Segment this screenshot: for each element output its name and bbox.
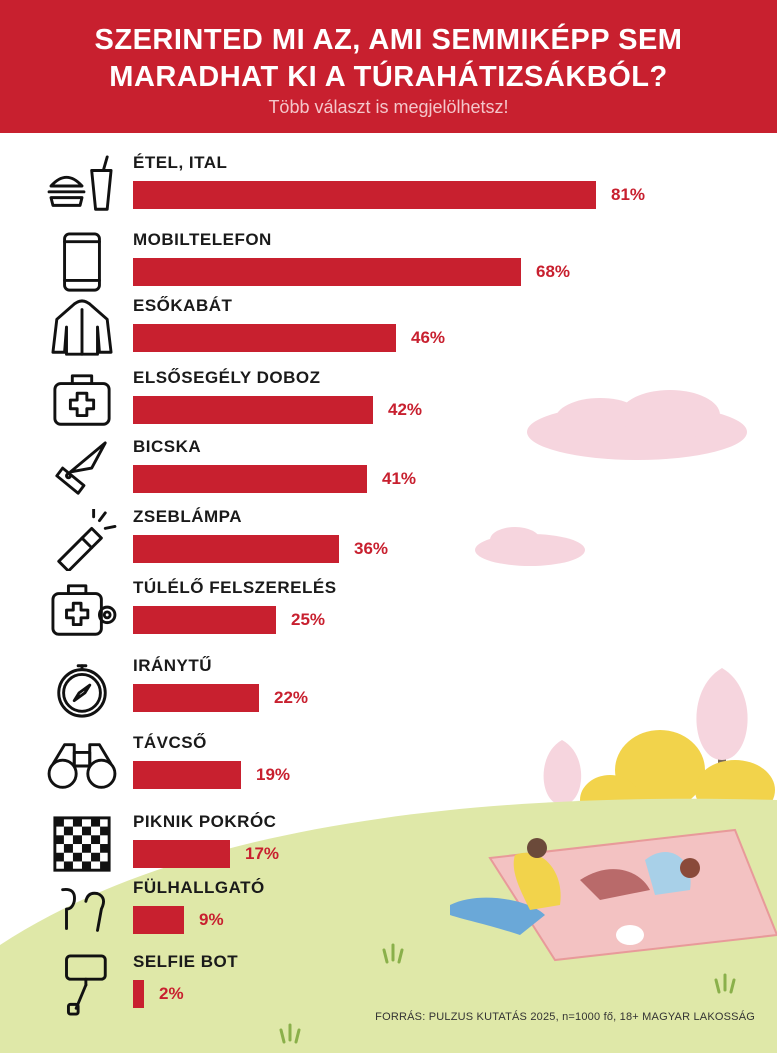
category-label: PIKNIK POKRÓC xyxy=(133,812,277,831)
picnic-scene-illustration xyxy=(450,828,777,962)
cloud-icon xyxy=(527,390,747,460)
selfie-stick-icon xyxy=(42,954,122,1016)
pocket-knife-icon xyxy=(42,439,122,501)
value-label: 19% xyxy=(256,765,291,784)
flashlight-icon xyxy=(42,507,122,573)
subtitle: Több választ is megjelölhetsz! xyxy=(268,97,509,117)
category-label: SELFIE BOT xyxy=(133,952,239,971)
category-label: FÜLHALLGATÓ xyxy=(133,878,265,897)
binoculars-icon xyxy=(42,735,122,797)
bar xyxy=(133,606,276,634)
survival-kit-icon xyxy=(42,580,122,642)
category-label: MOBILTELEFON xyxy=(133,230,272,249)
bar xyxy=(133,761,241,789)
bar xyxy=(133,396,373,424)
category-label: TÚLÉLŐ FELSZERELÉS xyxy=(133,578,337,597)
compass-icon xyxy=(42,658,122,720)
header-banner xyxy=(0,0,777,133)
value-label: 25% xyxy=(291,610,326,629)
bar xyxy=(133,258,521,286)
cloud-icon xyxy=(475,527,585,566)
bar xyxy=(133,906,184,934)
tree-icon xyxy=(543,740,582,820)
title-line-2: MARADHAT KI A TÚRAHÁTIZSÁKBÓL? xyxy=(109,61,668,93)
value-label: 36% xyxy=(354,539,389,558)
bar xyxy=(133,181,596,209)
category-label: ÉTEL, ITAL xyxy=(133,153,228,172)
value-label: 68% xyxy=(536,262,571,281)
title-line-1: SZERINTED MI AZ, AMI SEMMIKÉPP SEM xyxy=(94,24,683,56)
value-label: 41% xyxy=(382,469,417,488)
category-label: TÁVCSŐ xyxy=(133,733,207,752)
burger-drink-icon xyxy=(42,155,122,217)
page-title: SZERINTED MI AZ, AMI SEMMIKÉPP SEM MARAD… xyxy=(0,22,777,96)
raincoat-icon xyxy=(42,298,122,360)
bar xyxy=(133,980,144,1008)
bar xyxy=(133,684,259,712)
value-label: 22% xyxy=(274,688,309,707)
value-label: 81% xyxy=(611,185,646,204)
smartphone-icon xyxy=(42,232,122,294)
value-label: 2% xyxy=(159,984,184,1003)
value-label: 46% xyxy=(411,328,446,347)
category-label: ELSŐSEGÉLY DOBOZ xyxy=(133,368,321,387)
category-label: IRÁNYTŰ xyxy=(133,656,213,675)
source-note: FORRÁS: PULZUS KUTATÁS 2025, n=1000 fő, … xyxy=(375,1011,755,1023)
value-label: 17% xyxy=(245,844,280,863)
earbuds-icon xyxy=(42,880,122,942)
bar xyxy=(133,465,367,493)
bar xyxy=(133,324,396,352)
category-label: ZSEBLÁMPA xyxy=(133,507,243,526)
category-label: ESŐKABÁT xyxy=(133,296,233,315)
picnic-blanket-icon xyxy=(42,814,122,876)
bar xyxy=(133,535,339,563)
value-label: 42% xyxy=(388,400,423,419)
category-label: BICSKA xyxy=(133,437,202,456)
first-aid-kit-icon xyxy=(42,370,122,432)
grass-tuft-icon xyxy=(279,943,736,1044)
bar xyxy=(133,840,230,868)
value-label: 9% xyxy=(199,910,224,929)
